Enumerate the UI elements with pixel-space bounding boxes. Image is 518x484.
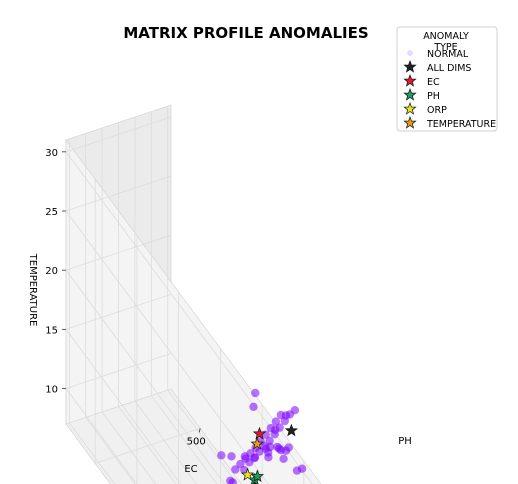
- z-tick-label: 20: [45, 266, 58, 277]
- point-normal: [217, 451, 226, 460]
- data-points: [217, 388, 307, 484]
- legend-entry-all-dims-marker: [403, 60, 417, 73]
- point-normal: [290, 406, 300, 415]
- point-normal: [265, 436, 274, 445]
- point-normal: [240, 452, 250, 461]
- legend-title: ANOMALY TYPE: [423, 31, 469, 53]
- legend-entry-all-dims-label: ALL DIMS: [427, 63, 471, 74]
- point-normal: [266, 442, 275, 452]
- grid-line-z: [65, 175, 172, 212]
- grid-line-z: [65, 210, 269, 484]
- z-tick-label: 10: [45, 385, 58, 396]
- legend-entry-orp-label: ORP: [427, 105, 447, 116]
- point-normal: [227, 452, 236, 461]
- grid-line-z: [65, 151, 313, 484]
- point-normal: [264, 453, 273, 462]
- legend-entry-normal-label: NORMAL: [427, 49, 469, 60]
- grid-lines: [65, 106, 313, 484]
- grid-line-z: [65, 116, 172, 153]
- legend: ANOMALY TYPE NORMAL ALL DIMS EC PH ORP TEMPERA…: [396, 26, 498, 132]
- legend-entry-ph-label: PH: [427, 91, 440, 102]
- legend-box: [396, 26, 498, 132]
- legend-entry-orp: ORP: [403, 102, 447, 116]
- z-tick-label: 15: [45, 325, 58, 336]
- point-normal: [249, 402, 258, 411]
- grid-line-z: [65, 388, 138, 484]
- axis-ticks: 50010001500200025003000350040006.06.57.0…: [45, 148, 206, 448]
- legend-entry-normal-marker: [407, 50, 413, 56]
- point-normal: [271, 417, 281, 426]
- back-pane: [65, 139, 322, 484]
- legend-entry-ph: PH: [403, 88, 440, 102]
- grid-line-z: [65, 234, 172, 271]
- legend-entry-ec: EC: [403, 74, 440, 88]
- point-normal: [284, 443, 293, 452]
- point-normal: [250, 453, 260, 462]
- chart-title: MATRIX PROFILE ANOMALIES: [123, 24, 368, 42]
- legend-entry-ec-label: EC: [427, 77, 440, 88]
- legend-entry-normal: NORMAL: [407, 49, 469, 60]
- point-normal: [281, 411, 291, 420]
- x-axis-label: EC: [184, 464, 197, 475]
- grid-line-y: [150, 395, 218, 484]
- y-axis-label: PH: [398, 436, 412, 447]
- z-tick-label: 25: [45, 207, 58, 218]
- grid-line-y: [134, 400, 197, 484]
- point-normal: [231, 465, 240, 474]
- grid-line-z: [65, 269, 225, 484]
- grid-line-z: [65, 293, 172, 330]
- point-normal: [236, 459, 245, 469]
- legend-entry-ec-marker: [403, 74, 417, 87]
- point-all-dims: [284, 423, 299, 437]
- grid-line-z: [65, 329, 182, 484]
- grid-line-z: [65, 353, 172, 389]
- point-ph: [250, 469, 265, 483]
- point-normal: [251, 388, 260, 398]
- point-orp: [240, 467, 255, 481]
- point-normal: [226, 476, 235, 484]
- point-ec: [252, 426, 267, 440]
- legend-entry-all-dims: ALL DIMS: [403, 60, 471, 74]
- x-tick-label: 500: [187, 436, 206, 447]
- point-normal: [279, 454, 288, 463]
- legend-entry-temperature-label: TEMPERATURE: [426, 119, 496, 130]
- legend-entry-temperature: TEMPERATURE: [403, 116, 496, 130]
- floor-pane: [65, 388, 242, 484]
- point-normal: [292, 466, 302, 475]
- z-axis-label: TEMPERATURE: [27, 253, 38, 327]
- legend-entry-orp-marker: [403, 102, 417, 115]
- grid-line-y: [167, 389, 238, 484]
- x-tick-mark: [198, 428, 201, 433]
- legend-entries: NORMAL ALL DIMS EC PH ORP TEMPERATURE: [403, 49, 496, 130]
- legend-entry-temperature-marker: [403, 116, 417, 129]
- legend-entry-ph-marker: [403, 88, 417, 101]
- point-normal: [271, 425, 280, 434]
- z-tick-label: 30: [45, 148, 58, 159]
- grid-line-y: [118, 406, 177, 484]
- axes-panes: [65, 104, 322, 484]
- point-temperature: [250, 437, 264, 450]
